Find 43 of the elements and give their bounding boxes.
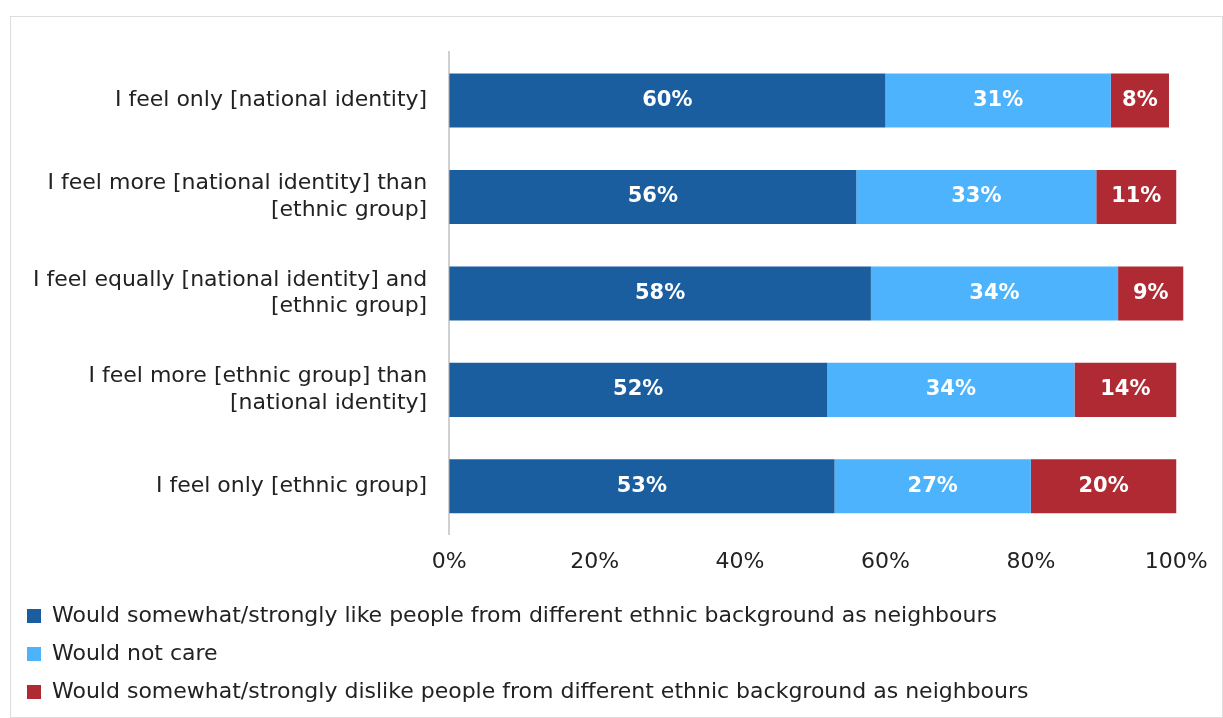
data-label: 20% [1078,472,1129,497]
legend-label: Would somewhat/strongly dislike people from different ethnic background as neighbours [52,677,1029,703]
data-label: 34% [925,376,976,401]
x-tick-label: 0% [431,547,467,573]
data-label: 56% [627,183,678,208]
legend-label: Would not care [52,639,218,665]
legend-label: Would somewhat/strongly like people from different ethnic background as neighbours [52,601,997,627]
data-label: 52% [613,376,664,401]
bar [1118,266,1184,321]
data-label: 8% [1122,86,1158,111]
x-tick-label: 20% [570,547,620,573]
bar [1030,459,1177,514]
data-label: 31% [973,86,1024,111]
bar [449,459,835,514]
y-tick-label: I feel more [ethnic group] than [national identity] [88,362,428,414]
x-tick-label: 60% [860,547,910,573]
bar [870,266,1119,321]
x-tick-label: 80% [1006,547,1056,573]
y-tick-label: I feel only [national identity] [115,86,428,112]
data-label: 60% [642,86,693,111]
bar [449,73,886,128]
data-label: 11% [1111,183,1162,208]
x-tick-label: 40% [715,547,765,573]
y-tick-label: I feel equally [national identity] and [ethnic group] [32,265,428,318]
data-label: 9% [1132,279,1169,304]
bar [885,73,1111,128]
data-label: 27% [907,472,958,497]
bar [449,266,871,321]
data-label: 53% [616,472,668,497]
x-tick-label: 100% [1144,547,1208,573]
y-tick-label: I feel more [national identity] than [ethnic group] [47,169,428,221]
bar [449,362,828,417]
bar [1074,362,1177,417]
data-label: 33% [951,183,1002,208]
data-label: 58% [634,279,686,304]
bar [856,169,1097,224]
bar [827,362,1075,417]
bar [449,169,857,224]
bar [834,459,1031,514]
data-label: 14% [1100,376,1151,401]
data-label: 34% [969,279,1020,304]
y-tick-label: I feel only [ethnic group] [155,472,428,498]
bar [1096,169,1177,224]
